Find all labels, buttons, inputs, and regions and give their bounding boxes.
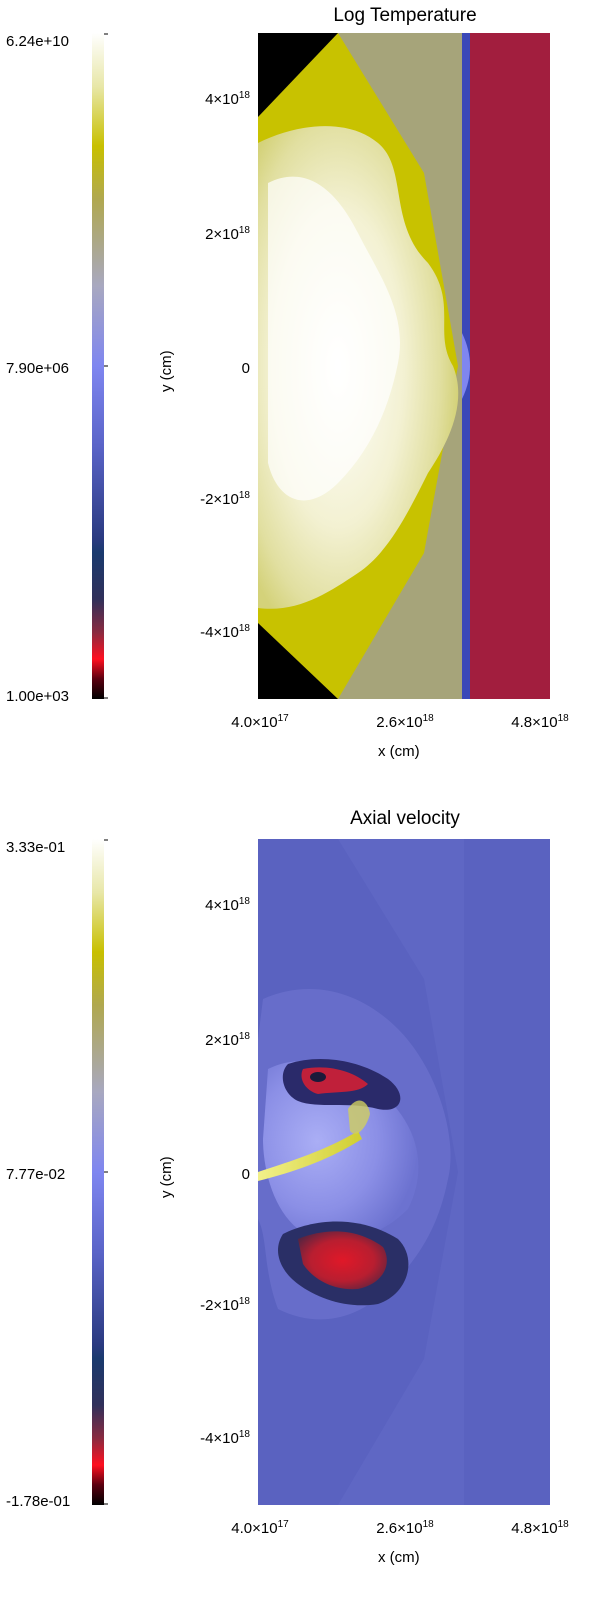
xtick-4.8e18: 4.8×1018: [511, 1519, 569, 1537]
colorbar-mid-label: 7.77e-02: [6, 1166, 66, 1183]
xtick-4e17: 4.0×1017: [231, 1519, 289, 1537]
colorbar: [92, 33, 104, 699]
colorbar: [92, 839, 104, 1505]
colorbar-ticks: [104, 33, 108, 699]
velocity-heatmap: [258, 839, 550, 1505]
colorbar-max-label: 6.24e+10: [6, 33, 69, 50]
chart-title: Axial velocity: [350, 808, 460, 829]
axial-velocity-panel: 3.33e-01 7.77e-02 -1.78e-01 Axial veloci…: [0, 800, 600, 1598]
ytick-neg4e18: -4×1018: [200, 623, 250, 641]
colorbar-max-label: 3.33e-01: [6, 839, 66, 856]
ytick-4e18: 4×1018: [205, 896, 250, 914]
log-temperature-panel: 6.24e+10 7.90e+06 1.00e+03 Log Temperatu…: [6, 5, 569, 760]
xtick-4.8e18: 4.8×1018: [511, 713, 569, 731]
ytick-2e18: 2×1018: [205, 1031, 250, 1049]
y-axis-label: y (cm): [158, 1156, 175, 1198]
ytick-2e18: 2×1018: [205, 225, 250, 243]
colorbar-min-label: 1.00e+03: [6, 688, 69, 705]
xtick-4e17: 4.0×1017: [231, 713, 289, 731]
colorbar-ticks: [104, 839, 108, 1505]
colorbar-min-label: -1.78e-01: [6, 1493, 71, 1510]
ytick-neg4e18: -4×1018: [200, 1429, 250, 1447]
chart-title: Log Temperature: [333, 5, 477, 26]
ytick-neg2e18: -2×1018: [200, 490, 250, 508]
colorbar-mid-label: 7.90e+06: [6, 360, 69, 377]
xtick-2.6e18: 2.6×1018: [376, 1519, 434, 1537]
x-axis-label: x (cm): [378, 743, 420, 760]
ytick-4e18: 4×1018: [205, 90, 250, 108]
temperature-heatmap: [258, 33, 550, 699]
y-axis-label: y (cm): [158, 350, 175, 392]
ytick-neg2e18: -2×1018: [200, 1296, 250, 1314]
ytick-0: 0: [241, 1166, 250, 1183]
xtick-2.6e18: 2.6×1018: [376, 713, 434, 731]
x-axis-label: x (cm): [378, 1549, 420, 1566]
ytick-0: 0: [241, 360, 250, 377]
